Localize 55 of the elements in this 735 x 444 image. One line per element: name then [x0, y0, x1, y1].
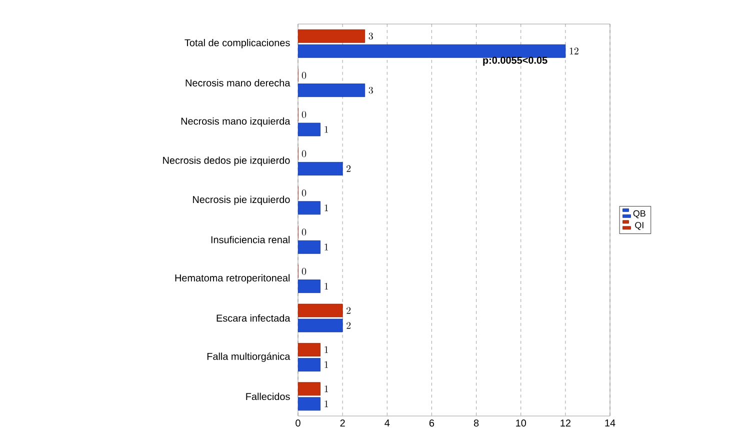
- bar: [298, 343, 320, 356]
- data-label: 2: [346, 307, 351, 314]
- data-label: 3: [368, 32, 373, 40]
- data-label: 0: [302, 189, 306, 196]
- data-label: 1: [324, 346, 328, 353]
- y-tick-label: Escara infectada: [216, 314, 290, 322]
- legend-label: QB: [633, 210, 646, 218]
- data-label: 1: [324, 126, 328, 133]
- y-tick-label: Insuficiencia renal: [211, 236, 290, 244]
- x-tick-label: 14: [605, 420, 616, 426]
- data-label: 1: [324, 361, 328, 368]
- bar: [298, 240, 320, 254]
- y-tick-label: Necrosis mano derecha: [186, 79, 290, 86]
- data-label: 3: [368, 86, 373, 94]
- data-label: 0: [302, 72, 306, 79]
- y-tick-label: Falla multiorgánica: [207, 352, 290, 362]
- data-label: 1: [324, 244, 328, 250]
- x-tick-label: 4: [384, 420, 390, 426]
- data-label: 12: [570, 48, 578, 54]
- annotation: p:0.0055<0.05: [483, 56, 548, 66]
- bar: [298, 397, 320, 411]
- y-tick-label: Total de complicaciones: [184, 38, 290, 48]
- bar: [298, 122, 320, 136]
- legend-label: QI: [635, 222, 644, 230]
- x-tick-label: 0: [296, 420, 300, 427]
- y-tick-label: Necrosis dedos pie izquierdo: [163, 156, 290, 166]
- y-tick-label: Fallecidos: [246, 392, 290, 400]
- x-tick-label: 10: [516, 420, 526, 427]
- data-label: 1: [324, 204, 328, 212]
- bar: [298, 358, 320, 372]
- data-label: 1: [324, 282, 328, 290]
- data-label: 0: [302, 111, 306, 118]
- x-tick-label: 12: [560, 420, 570, 426]
- y-tick-label: Hematoma retroperitoneal: [175, 274, 290, 284]
- bar: [298, 44, 566, 58]
- data-label: 1: [324, 385, 328, 392]
- bar: [298, 84, 366, 98]
- data-label: 2: [346, 322, 351, 329]
- data-label: 0: [302, 268, 306, 275]
- data-label: 1: [324, 400, 328, 408]
- bar: [298, 162, 343, 176]
- x-tick-label: 2: [340, 420, 345, 426]
- x-tick-label: 8: [474, 420, 479, 427]
- bar: [298, 201, 320, 215]
- data-label: 2: [346, 165, 351, 172]
- data-label: 0: [302, 150, 306, 158]
- x-tick-label: 6: [429, 420, 434, 427]
- bar: [298, 318, 343, 332]
- bar: [298, 29, 366, 43]
- data-label: 0: [302, 228, 306, 236]
- y-tick-label: Necrosis mano izquierda: [181, 117, 290, 127]
- bar: [298, 304, 343, 318]
- bar: [298, 382, 320, 396]
- y-tick-label: Necrosis pie izquierdo: [193, 196, 290, 206]
- bar: [298, 280, 320, 293]
